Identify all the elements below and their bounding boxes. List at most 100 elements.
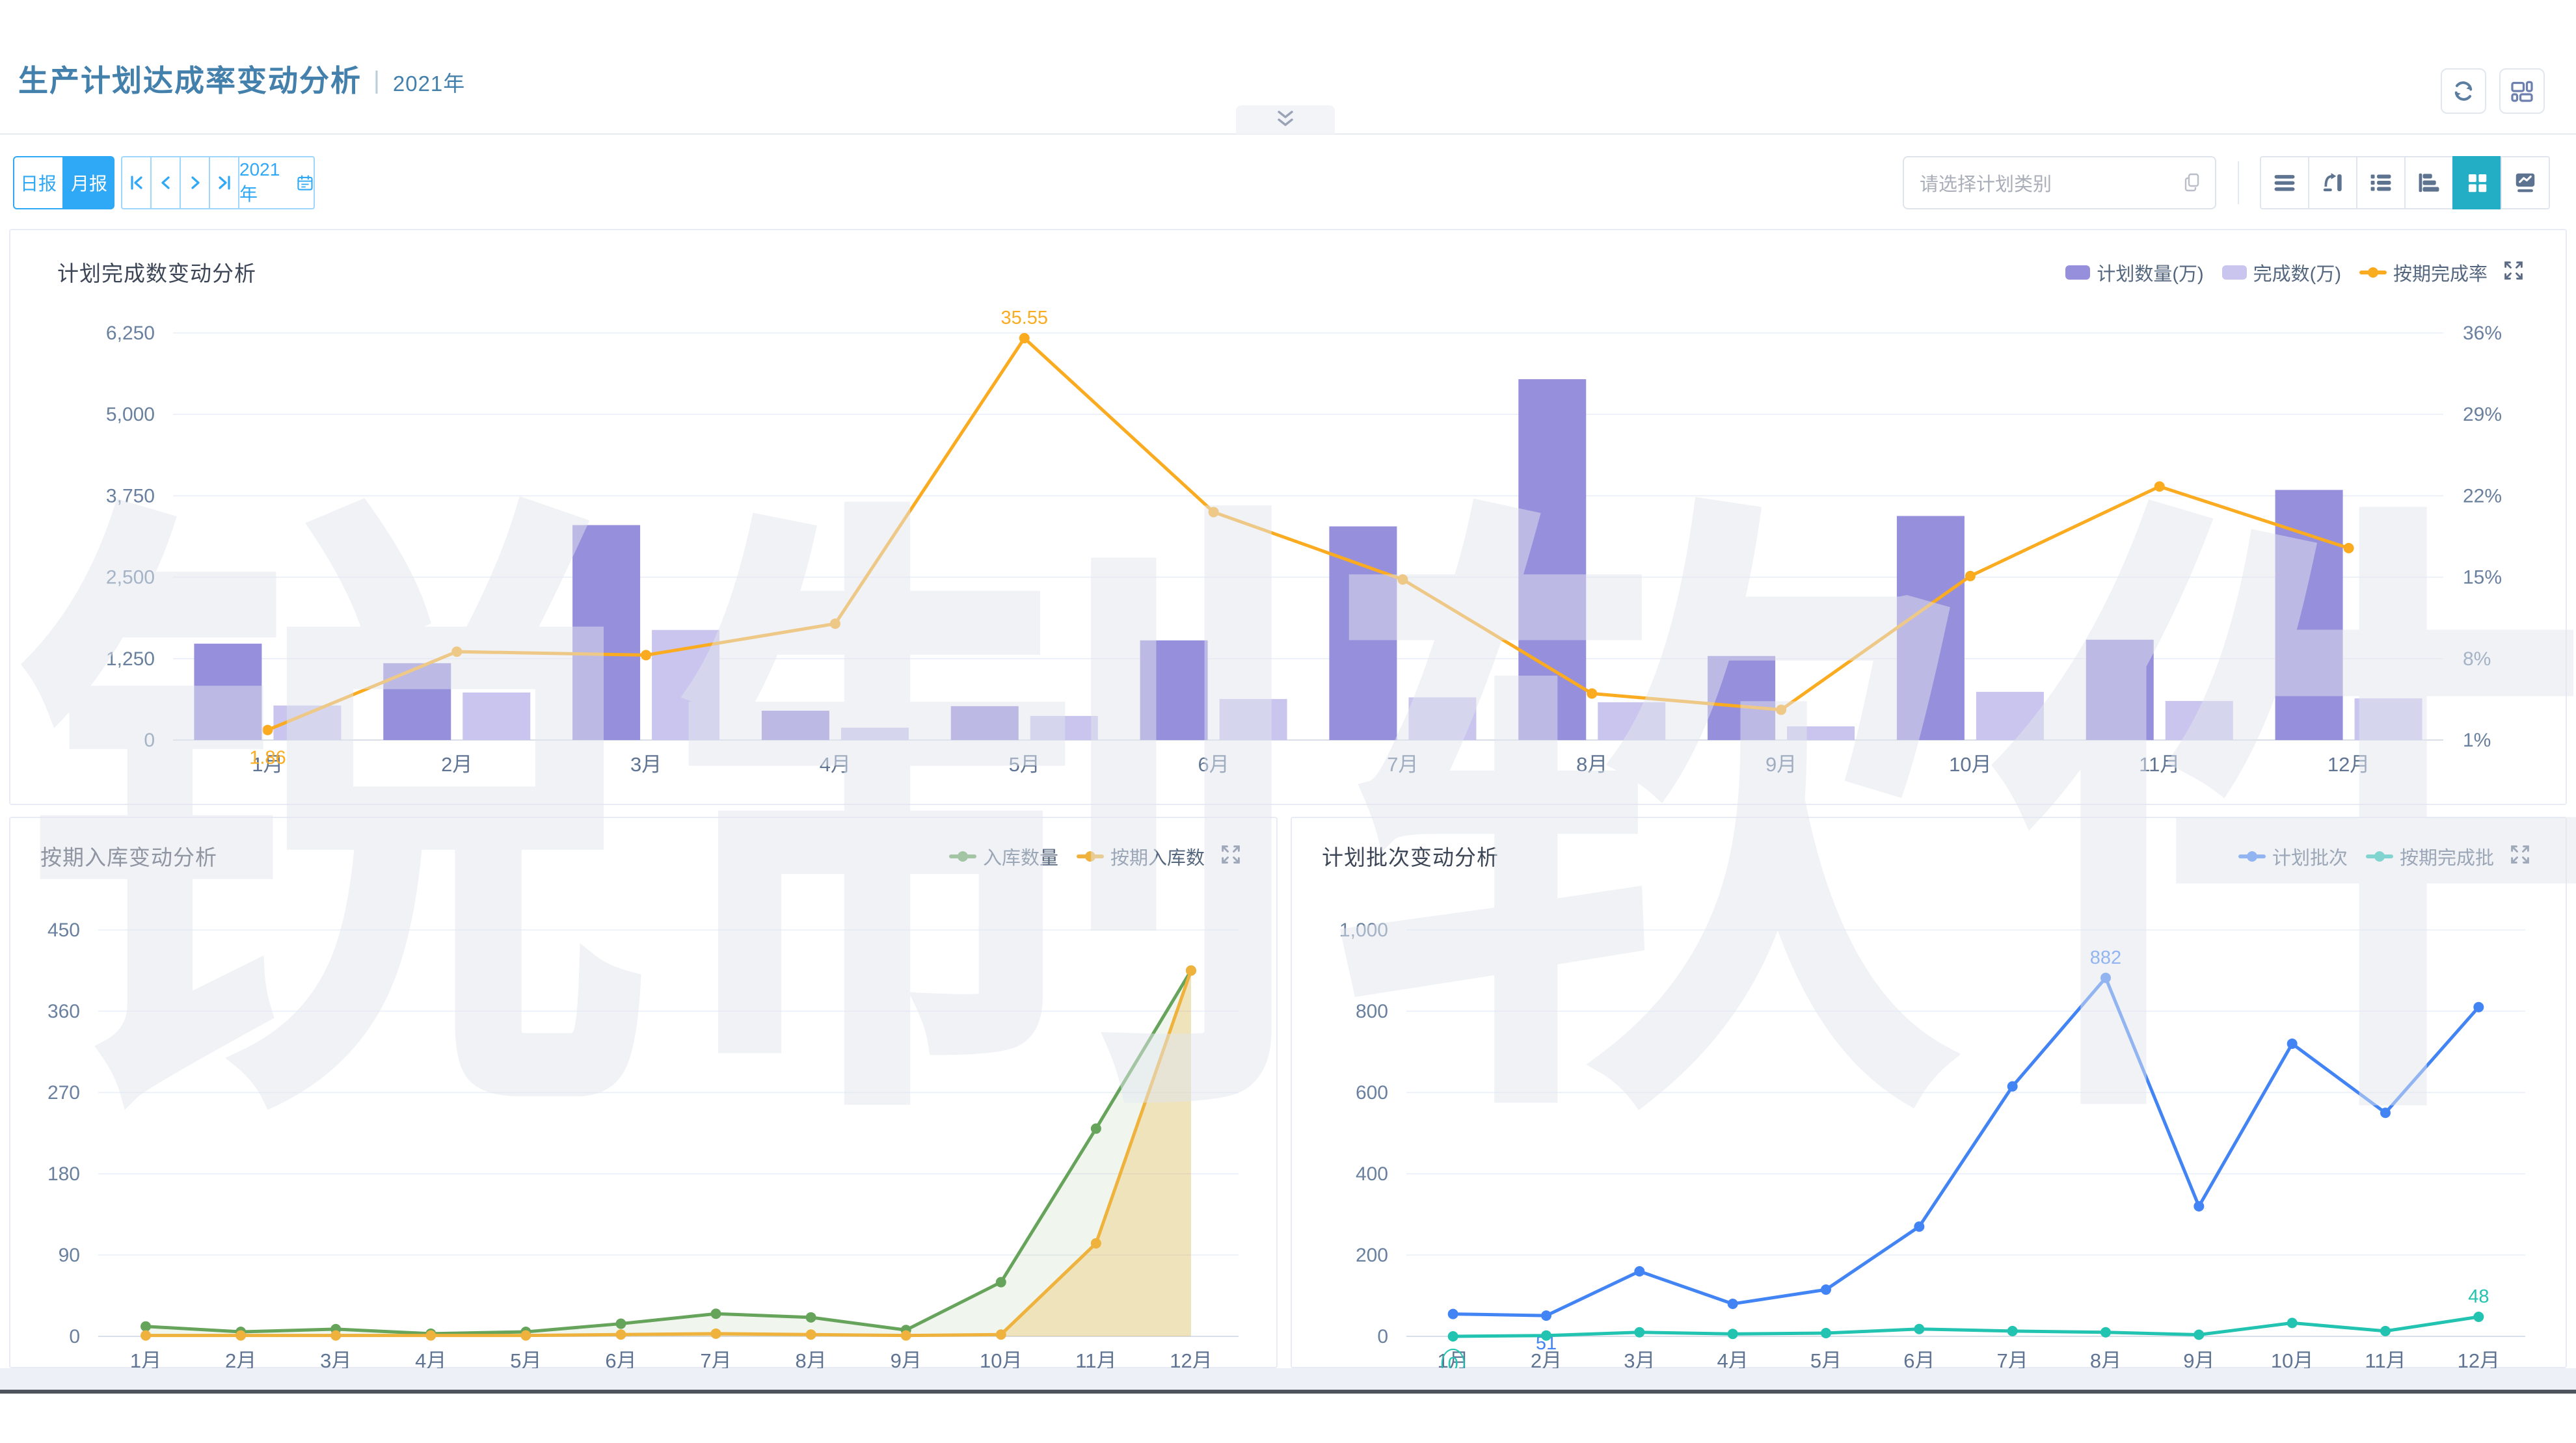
tab-daily-report[interactable]: 日报 xyxy=(13,156,64,209)
header-divider xyxy=(0,133,2576,135)
layout-button[interactable] xyxy=(2499,68,2545,114)
legend-label: 计划批次 xyxy=(2272,848,2348,869)
svg-text:1,000: 1,000 xyxy=(1339,920,1388,941)
chart2-canvas[interactable]: 450 360 270 180 90 0 1月 2月 3月 4月 5月 6月 7月 8月 9月 10月 11月 1… xyxy=(10,890,1276,1368)
double-chevron-down-icon xyxy=(1278,111,1293,126)
svg-text:0: 0 xyxy=(144,730,155,751)
legend-item-completed-qty[interactable]: 完成数(万) xyxy=(2221,259,2341,286)
svg-text:2月: 2月 xyxy=(1531,1349,1562,1368)
svg-text:270: 270 xyxy=(47,1082,80,1104)
page-title-row: 生产计划达成率变动分析 | 2021年 xyxy=(18,57,465,100)
svg-text:11月: 11月 xyxy=(2139,753,2180,776)
legend-label: 完成数(万) xyxy=(2253,264,2341,285)
svg-text:1月: 1月 xyxy=(130,1349,161,1368)
legend-item-inbound-qty[interactable]: 入库数量 xyxy=(948,843,1058,870)
svg-text:12月: 12月 xyxy=(2458,1349,2500,1368)
svg-text:5月: 5月 xyxy=(1009,753,1040,776)
view-flip-button[interactable] xyxy=(2308,156,2357,209)
svg-text:5月: 5月 xyxy=(510,1349,541,1368)
view-hbar-button[interactable] xyxy=(2404,156,2454,209)
legend-swatch xyxy=(2238,849,2266,864)
svg-text:2,500: 2,500 xyxy=(106,567,155,589)
plan-category-select[interactable]: 请选择计划类别 xyxy=(1903,156,2216,209)
tab-monthly-report[interactable]: 月报 xyxy=(64,156,114,209)
svg-text:8月: 8月 xyxy=(1576,753,1607,776)
chart1-expand-button[interactable] xyxy=(2502,259,2525,285)
window-edge xyxy=(0,1390,2576,1394)
legend-item-ontime-inbound[interactable]: 按期入库数 xyxy=(1076,843,1205,870)
svg-text:36%: 36% xyxy=(2463,323,2502,344)
refresh-button[interactable] xyxy=(2441,68,2486,114)
svg-text:600: 600 xyxy=(1356,1082,1388,1104)
legend-item-plan-batches[interactable]: 计划批次 xyxy=(2238,843,2348,870)
first-page-button[interactable] xyxy=(121,156,152,209)
prev-page-icon xyxy=(161,176,170,189)
next-page-button[interactable] xyxy=(180,156,210,209)
svg-text:29%: 29% xyxy=(2463,404,2502,425)
view-grid-button[interactable] xyxy=(2452,156,2502,209)
legend-item-plan-qty[interactable]: 计划数量(万) xyxy=(2065,259,2204,286)
svg-text:7月: 7月 xyxy=(1387,753,1418,776)
year-picker[interactable]: 2021年 xyxy=(238,156,315,209)
svg-text:11月: 11月 xyxy=(1075,1349,1116,1368)
last-page-icon xyxy=(218,176,230,190)
legend-swatch xyxy=(2359,265,2387,280)
legend-swatch xyxy=(2221,265,2247,280)
view-line-chart-button[interactable] xyxy=(2501,156,2550,209)
chart3-title: 计划批次变动分析 xyxy=(1322,845,1499,869)
svg-text:360: 360 xyxy=(47,1001,80,1022)
svg-text:48: 48 xyxy=(2468,1286,2489,1307)
svg-text:35.55: 35.55 xyxy=(1000,308,1048,328)
prev-page-button[interactable] xyxy=(150,156,181,209)
page-title: 生产计划达成率变动分析 xyxy=(18,64,362,98)
legend-swatch xyxy=(2365,849,2393,864)
svg-text:3月: 3月 xyxy=(1624,1349,1655,1368)
view-list-button[interactable] xyxy=(2356,156,2406,209)
legend-item-ontime-rate[interactable]: 按期完成率 xyxy=(2359,259,2488,286)
view-switcher xyxy=(2260,156,2550,209)
chart2-title: 按期入库变动分析 xyxy=(40,845,217,869)
svg-text:15%: 15% xyxy=(2463,567,2502,589)
svg-text:1.86: 1.86 xyxy=(249,748,286,769)
svg-text:3月: 3月 xyxy=(320,1349,351,1368)
legend-swatch xyxy=(1076,849,1104,864)
last-page-button[interactable] xyxy=(209,156,239,209)
legend-label: 入库数量 xyxy=(982,848,1058,869)
svg-text:11月: 11月 xyxy=(2365,1349,2406,1368)
svg-text:3,750: 3,750 xyxy=(106,485,155,507)
grid-icon xyxy=(2468,174,2487,192)
svg-text:0: 0 xyxy=(1448,1354,1458,1368)
next-page-icon xyxy=(191,176,200,189)
year-picker-label: 2021年 xyxy=(239,159,280,204)
select-placeholder: 请选择计划类别 xyxy=(1920,174,2052,195)
refresh-icon xyxy=(2454,81,2473,101)
svg-text:882: 882 xyxy=(2090,947,2121,968)
chart1-canvas[interactable]: 6,250 36% 5,000 29% 3,750 22% 2,500 15% 1,250 8% 0… xyxy=(10,303,2566,802)
panel-warehouse: 按期入库变动分析 入库数量 按期入库数 450 360 270 180 90 0 1月 2月 3… xyxy=(9,817,1278,1368)
svg-text:22%: 22% xyxy=(2463,485,2502,507)
svg-text:10月: 10月 xyxy=(1949,753,1991,776)
svg-text:4月: 4月 xyxy=(415,1349,446,1368)
panel-batches: 计划批次变动分析 计划批次 按期完成批 1,000 800 600 400 200 0 1月… xyxy=(1291,817,2567,1368)
svg-text:8月: 8月 xyxy=(2090,1349,2121,1368)
chart1-legend: 计划数量(万) 完成数(万) 按期完成率 xyxy=(2065,259,2488,286)
title-year: 2021年 xyxy=(392,72,466,96)
svg-text:2月: 2月 xyxy=(441,753,472,776)
list-icon xyxy=(2370,174,2391,191)
svg-text:10月: 10月 xyxy=(980,1349,1022,1368)
legend-item-ontime-batches[interactable]: 按期完成批 xyxy=(2365,843,2494,870)
svg-text:9月: 9月 xyxy=(1765,753,1797,776)
svg-text:12月: 12月 xyxy=(1170,1349,1212,1368)
panel-plan-completion: 计划完成数变动分析 计划数量(万) 完成数(万) 按期完成率 6,250 36% 5… xyxy=(9,229,2567,805)
copy-icon xyxy=(2184,173,2199,192)
collapse-panel-tab[interactable] xyxy=(1236,105,1335,134)
svg-text:200: 200 xyxy=(1356,1245,1388,1266)
chart2-legend: 入库数量 按期入库数 xyxy=(948,843,1205,870)
svg-text:180: 180 xyxy=(47,1163,80,1185)
view-menu-button[interactable] xyxy=(2260,156,2309,209)
svg-text:9月: 9月 xyxy=(891,1349,922,1368)
chart3-expand-button[interactable] xyxy=(2508,843,2532,869)
chart2-expand-button[interactable] xyxy=(1219,843,1242,869)
svg-text:90: 90 xyxy=(59,1245,80,1266)
